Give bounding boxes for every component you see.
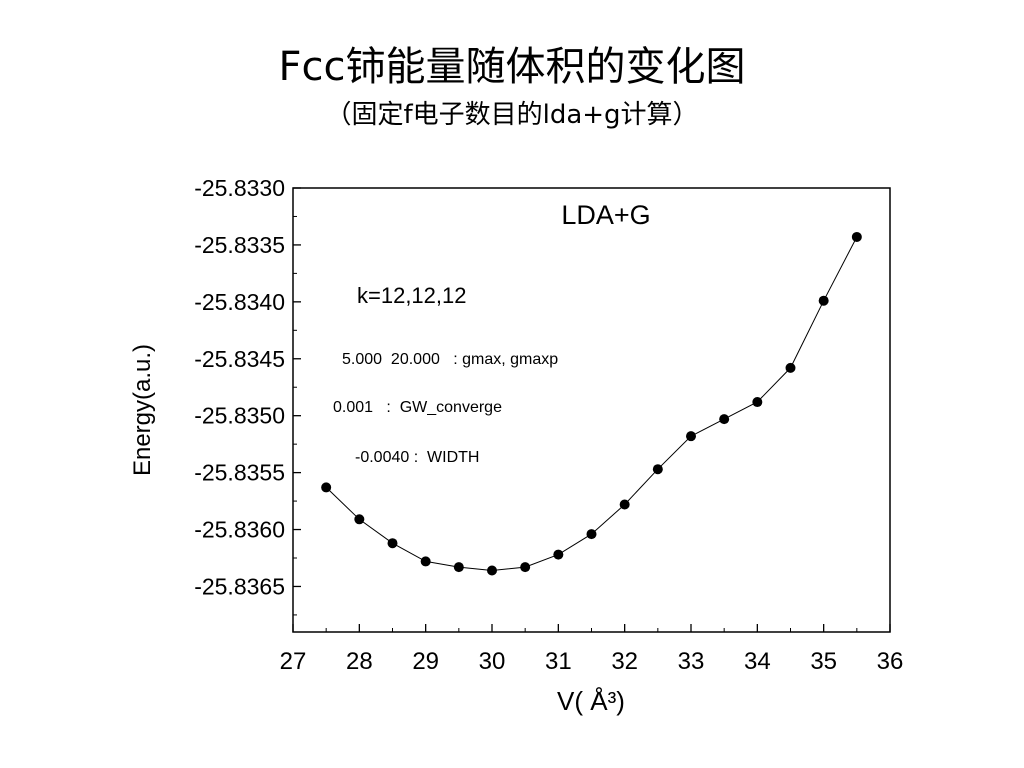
x-axis-label: V( Å³) xyxy=(557,686,625,716)
data-point xyxy=(487,565,497,576)
data-point xyxy=(586,529,597,540)
y-tick-label: -25.8330 xyxy=(194,175,285,201)
x-tick-label: 33 xyxy=(678,648,705,675)
data-point xyxy=(686,431,696,442)
x-tick-label: 36 xyxy=(877,648,904,675)
x-tick-label: 31 xyxy=(545,648,572,675)
x-tick-label: 35 xyxy=(810,648,837,675)
annotation-kpoints: k=12,12,12 xyxy=(357,283,466,308)
data-point xyxy=(354,514,365,525)
y-tick-label: -25.8350 xyxy=(194,403,285,429)
y-axis-label: Energy(a.u.) xyxy=(129,344,156,476)
y-tick-label: -25.8360 xyxy=(194,517,285,543)
data-point xyxy=(652,464,663,475)
annotation-gw-converge: 0.001 : GW_converge xyxy=(333,399,502,416)
slide-title: Fcc铈能量随体积的变化图 xyxy=(278,44,746,90)
data-point xyxy=(785,362,796,373)
slide-subtitle: （固定f电子数目的lda+g计算） xyxy=(325,100,699,130)
annotation-width: -0.0040 : WIDTH xyxy=(355,449,479,466)
data-point xyxy=(387,538,398,549)
data-point xyxy=(453,562,464,573)
x-tick-label: 30 xyxy=(479,648,506,675)
y-tick-label: -25.8335 xyxy=(194,232,285,258)
x-tick-label: 29 xyxy=(412,648,439,675)
y-tick-label: -25.8365 xyxy=(194,573,285,599)
data-point xyxy=(420,556,431,567)
data-points xyxy=(321,231,862,576)
chart-title: LDA+G xyxy=(561,200,650,230)
data-point xyxy=(719,414,730,425)
x-tick-label: 27 xyxy=(280,648,307,675)
x-tick-label: 32 xyxy=(611,648,638,675)
data-point xyxy=(520,562,531,573)
y-tick-label: -25.8355 xyxy=(194,460,285,486)
data-point xyxy=(818,295,829,306)
data-point xyxy=(851,231,862,242)
data-point xyxy=(752,397,763,408)
data-point xyxy=(321,482,332,493)
y-tick-label: -25.8340 xyxy=(194,289,285,315)
x-tick-label: 34 xyxy=(744,648,771,675)
data-point xyxy=(619,499,630,510)
data-point xyxy=(553,549,564,560)
x-axis-ticks: 27 28 29 30 31 32 33 34 35 36 xyxy=(280,624,904,675)
annotation-gmax: 5.000 20.000 : gmax, gmaxp xyxy=(342,351,558,368)
y-tick-label: -25.8345 xyxy=(194,346,285,372)
y-axis-ticks: -25.8330 -25.8335 -25.8340 -25.8345 -25.8350… xyxy=(194,175,301,616)
x-tick-label: 28 xyxy=(346,648,373,675)
